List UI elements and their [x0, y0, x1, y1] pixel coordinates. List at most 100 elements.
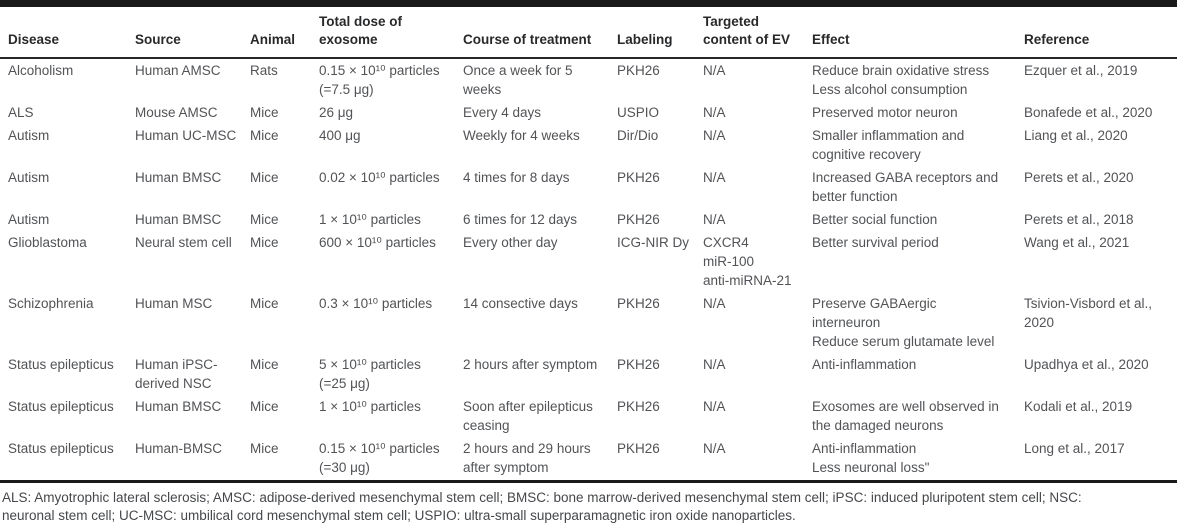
column-header-animal: Animal: [250, 7, 319, 59]
cell-labeling: USPIO: [617, 105, 660, 120]
cell-targeted: N/A: [703, 441, 726, 456]
cell-animal: Rats: [250, 63, 278, 78]
table-bottom-rule: [0, 480, 1177, 483]
cell-disease: Autism: [8, 212, 50, 227]
cell-effect: Reduce brain oxidative stress Less alcoh…: [812, 63, 990, 97]
cell-effect: Anti-inflammation Less neuronal loss": [812, 441, 930, 475]
table-row: Status epilepticus Human iPSC- derived NS…: [0, 353, 1177, 395]
column-header-targeted: Targeted content of EV: [703, 7, 812, 59]
table-row: ALS Mouse AMSC Mice 26 μg Every 4 days USPIO N…: [0, 101, 1177, 124]
cell-dose: 0.3 × 10¹⁰ particles: [319, 296, 433, 311]
cell-disease: Alcoholism: [8, 63, 74, 78]
cell-source: Human BMSC: [135, 212, 222, 227]
cell-animal: Mice: [250, 170, 279, 185]
cell-source: Neural stem cell: [135, 235, 232, 250]
exosome-treatment-table: Disease Source Animal Total dose of exosome…: [0, 7, 1177, 479]
table-row: Status epilepticus Human-BMSC Mice 0.15 × 1…: [0, 437, 1177, 479]
cell-disease: Status epilepticus: [8, 441, 114, 456]
cell-labeling: ICG-NIR Dy: [617, 235, 689, 250]
cell-dose: 0.15 × 10¹⁰ particles (=30 μg): [319, 441, 440, 475]
cell-targeted: N/A: [703, 63, 726, 78]
column-header-reference: Reference: [1024, 7, 1177, 59]
cell-effect: Exosomes are well observed in the damage…: [812, 399, 999, 433]
cell-source: Human iPSC- derived NSC: [135, 357, 218, 391]
table-row: Autism Human UC-MSC Mice 400 μg Weekly for 4…: [0, 124, 1177, 166]
cell-course: 2 hours after symptom: [463, 357, 598, 372]
cell-targeted: N/A: [703, 128, 726, 143]
cell-reference: Perets et al., 2020: [1024, 170, 1134, 185]
cell-course: Weekly for 4 weeks: [463, 128, 580, 143]
cell-dose: 5 × 10¹⁰ particles (=25 μg): [319, 357, 421, 391]
column-header-disease: Disease: [0, 7, 135, 59]
cell-course: Every 4 days: [463, 105, 542, 120]
cell-disease: Status epilepticus: [8, 357, 114, 372]
cell-labeling: PKH26: [617, 170, 660, 185]
table-row: Autism Human BMSC Mice 1 × 10¹⁰ particles 6 …: [0, 208, 1177, 231]
cell-labeling: PKH26: [617, 357, 660, 372]
cell-reference: Perets et al., 2018: [1024, 212, 1134, 227]
cell-source: Human UC-MSC: [135, 128, 237, 143]
cell-course: 4 times for 8 days: [463, 170, 570, 185]
cell-labeling: PKH26: [617, 441, 660, 456]
cell-course: 14 consective days: [463, 296, 578, 311]
cell-animal: Mice: [250, 399, 279, 414]
cell-targeted: N/A: [703, 105, 726, 120]
cell-reference: Wang et al., 2021: [1024, 235, 1130, 250]
cell-dose: 0.15 × 10¹⁰ particles (=7.5 μg): [319, 63, 440, 97]
table-row: Status epilepticus Human BMSC Mice 1 × 10¹⁰…: [0, 395, 1177, 437]
cell-course: Every other day: [463, 235, 558, 250]
cell-reference: Tsivion-Visbord et al., 2020: [1024, 296, 1153, 330]
cell-animal: Mice: [250, 212, 279, 227]
cell-effect: Smaller inflammation and cognitive recov…: [812, 128, 965, 162]
cell-targeted: N/A: [703, 399, 726, 414]
cell-effect: Better social function: [812, 212, 938, 227]
cell-animal: Mice: [250, 441, 279, 456]
cell-labeling: PKH26: [617, 296, 660, 311]
cell-disease: Glioblastoma: [8, 235, 87, 250]
cell-reference: Liang et al., 2020: [1024, 128, 1128, 143]
cell-course: 6 times for 12 days: [463, 212, 578, 227]
cell-reference: Kodali et al., 2019: [1024, 399, 1133, 414]
cell-source: Mouse AMSC: [135, 105, 218, 120]
cell-disease: ALS: [8, 105, 34, 120]
table-row: Schizophrenia Human MSC Mice 0.3 × 10¹⁰ par…: [0, 292, 1177, 353]
cell-labeling: PKH26: [617, 63, 660, 78]
cell-effect: Preserved motor neuron: [812, 105, 958, 120]
column-header-labeling: Labeling: [617, 7, 703, 59]
table-top-rule: [0, 0, 1177, 7]
cell-dose: 400 μg: [319, 128, 361, 143]
cell-disease: Schizophrenia: [8, 296, 94, 311]
cell-dose: 0.02 × 10¹⁰ particles: [319, 170, 440, 185]
cell-source: Human MSC: [135, 296, 213, 311]
cell-source: Human-BMSC: [135, 441, 223, 456]
cell-labeling: PKH26: [617, 212, 660, 227]
cell-effect: Preserve GABAergic interneuron Reduce se…: [812, 296, 995, 349]
cell-effect: Increased GABA receptors and better func…: [812, 170, 999, 204]
cell-targeted: N/A: [703, 170, 726, 185]
table-row: Glioblastoma Neural stem cell Mice 600 × 10…: [0, 231, 1177, 292]
cell-reference: Upadhya et al., 2020: [1024, 357, 1149, 372]
cell-labeling: Dir/Dio: [617, 128, 659, 143]
column-header-dose: Total dose of exosome: [319, 7, 463, 59]
cell-targeted: N/A: [703, 296, 726, 311]
column-header-source: Source: [135, 7, 250, 59]
cell-source: Human AMSC: [135, 63, 221, 78]
cell-effect: Anti-inflammation: [812, 357, 917, 372]
cell-reference: Long et al., 2017: [1024, 441, 1125, 456]
cell-dose: 26 μg: [319, 105, 354, 120]
table-row: Alcoholism Human AMSC Rats 0.15 × 10¹⁰ part…: [0, 58, 1177, 101]
cell-disease: Autism: [8, 170, 50, 185]
cell-dose: 1 × 10¹⁰ particles: [319, 212, 421, 227]
cell-course: Once a week for 5 weeks: [463, 63, 573, 97]
cell-animal: Mice: [250, 235, 279, 250]
cell-source: Human BMSC: [135, 170, 222, 185]
cell-targeted: CXCR4 miR-100 anti-miRNA-21: [703, 235, 792, 288]
cell-animal: Mice: [250, 296, 279, 311]
table-header-row: Disease Source Animal Total dose of exosome…: [0, 7, 1177, 59]
cell-animal: Mice: [250, 128, 279, 143]
cell-source: Human BMSC: [135, 399, 222, 414]
table-footnote: ALS: Amyotrophic lateral sclerosis; AMSC…: [2, 490, 1082, 523]
cell-reference: Bonafede et al., 2020: [1024, 105, 1153, 120]
cell-dose: 600 × 10¹⁰ particles: [319, 235, 436, 250]
cell-disease: Autism: [8, 128, 50, 143]
